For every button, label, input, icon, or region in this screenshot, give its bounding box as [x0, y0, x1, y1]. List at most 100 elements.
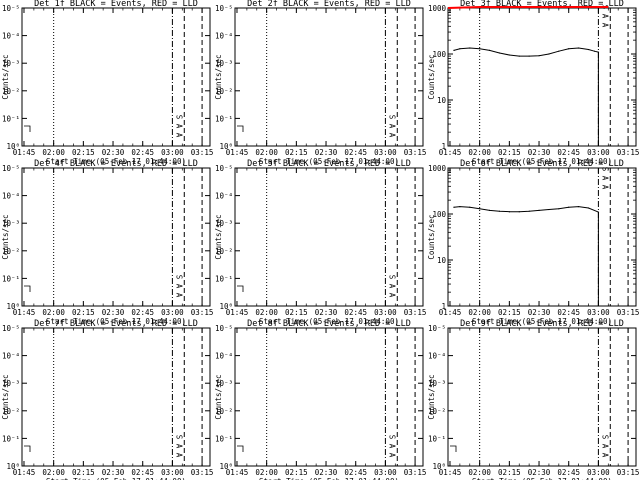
x-tick-label: 03:00: [374, 308, 397, 317]
x-tick-label: 03:15: [404, 148, 427, 157]
x-tick-label: 02:00: [42, 468, 65, 477]
y-tick-label: 10⁻⁵: [215, 164, 233, 173]
y-tick-label: 10: [437, 256, 447, 265]
plot-frame: [447, 7, 637, 147]
y-axis-label: Counts/sec: [427, 374, 436, 419]
x-tick-label: 02:15: [72, 308, 95, 317]
x-tick-label: 01:45: [439, 148, 462, 157]
series-point: [578, 205, 580, 208]
chart-panel-5: Det 5f BLACK = Events, RED = LLD 10⁰ 10⁻¹ 1…: [214, 159, 426, 326]
y-tick-label: 10⁰: [6, 462, 20, 471]
y-tick-label: 10⁻¹: [215, 274, 233, 283]
y-axis-label: Counts/sec: [214, 214, 223, 259]
baseline-mark: [237, 125, 244, 132]
x-tick-label: 03:00: [161, 468, 184, 477]
series-point: [479, 208, 481, 210]
chart-panel-7: Det 7f BLACK = Events, RED = LLD 10⁰ 10⁻¹ 1…: [1, 319, 213, 480]
chart-title: Det 4f BLACK = Events, RED = LLD: [34, 159, 198, 169]
plot-frame: [447, 327, 637, 467]
y-tick-label: 10⁻⁵: [215, 4, 233, 13]
series-line-lld: [447, 6, 609, 9]
x-axis-label: Start Time (05-Feb-17 01:44:00): [259, 317, 399, 326]
x-tick-label: 02:45: [131, 148, 154, 157]
saa-label: S A A: [600, 435, 609, 458]
series-point: [558, 50, 560, 52]
x-tick-label: 02:00: [468, 148, 491, 157]
series-point: [528, 55, 530, 57]
saa-label: S A A: [174, 275, 183, 298]
x-tick-label: 02:45: [344, 148, 367, 157]
y-tick-label: 10⁻⁴: [215, 32, 233, 41]
series-point: [488, 49, 491, 51]
y-tick-label: 10⁻²: [215, 407, 233, 416]
y-tick-label: 10⁰: [6, 302, 20, 311]
series-point: [597, 51, 600, 53]
x-tick-label: 02:30: [528, 308, 551, 317]
x-tick-label: 02:30: [528, 468, 551, 477]
x-tick-label: 02:00: [468, 308, 491, 317]
x-tick-label: 02:15: [285, 308, 308, 317]
series-point: [568, 48, 570, 50]
x-tick-label: 02:15: [285, 148, 308, 157]
saa-label: S A A: [387, 275, 396, 298]
x-tick-label: 02:15: [498, 148, 521, 157]
y-tick-label: 10: [437, 96, 447, 105]
baseline-mark: [450, 445, 457, 452]
y-tick-label: 10⁰: [432, 462, 446, 471]
y-tick-label: 1000: [428, 164, 447, 173]
y-tick-label: 10⁻³: [428, 379, 446, 388]
series-point: [548, 53, 550, 55]
y-axis-label: Counts/sec: [427, 214, 436, 259]
plot-frame: [234, 167, 424, 307]
series-point: [587, 48, 590, 51]
y-tick-label: 10⁻²: [215, 87, 233, 96]
y-axis-label: Counts/sec: [214, 374, 223, 419]
x-tick-label: 02:45: [557, 148, 580, 157]
x-tick-label: 03:00: [587, 148, 610, 157]
x-tick-label: 02:45: [344, 308, 367, 317]
saa-label: S A A: [600, 5, 609, 28]
y-tick-label: 10⁻³: [215, 379, 233, 388]
x-tick-label: 02:15: [72, 148, 95, 157]
y-tick-label: 10⁻³: [2, 379, 20, 388]
series-point: [469, 47, 471, 49]
x-tick-label: 02:00: [255, 308, 278, 317]
x-tick-label: 02:15: [285, 468, 308, 477]
x-tick-label: 03:15: [617, 308, 640, 317]
chart-title: Det 7f BLACK = Events, RED = LLD: [34, 319, 198, 329]
x-tick-label: 01:45: [439, 308, 462, 317]
series-point: [453, 49, 455, 51]
series-point: [518, 55, 520, 57]
y-tick-label: 10⁻⁴: [428, 352, 446, 361]
y-tick-label: 10⁻¹: [2, 114, 20, 123]
x-tick-label: 02:00: [468, 468, 491, 477]
y-tick-label: 10⁻⁴: [2, 352, 20, 361]
x-axis-label: Start Time (05-Feb-17 01:44:00): [259, 477, 399, 480]
series-point: [587, 207, 590, 209]
chart-panel-2: Det 2f BLACK = Events, RED = LLD 10⁰ 10⁻¹ 1…: [214, 0, 426, 166]
baseline-mark: [237, 285, 244, 292]
series-point: [488, 209, 491, 211]
y-tick-label: 10⁻¹: [428, 434, 446, 443]
chart-panel-3: Det 3f BLACK = Events, RED = LLD 1 10 100 10…: [427, 0, 639, 166]
y-tick-label: 10⁻²: [2, 247, 20, 256]
plot-frame: [21, 327, 211, 467]
y-tick-label: 10⁰: [219, 462, 233, 471]
x-tick-label: 03:00: [587, 308, 610, 317]
series-point: [568, 206, 570, 208]
series-point: [538, 209, 540, 211]
chart-title: Det 6f BLACK = Events, RED = LLD: [460, 159, 624, 169]
x-tick-label: 02:00: [255, 148, 278, 157]
x-tick-label: 02:30: [528, 148, 551, 157]
x-tick-label: 01:45: [13, 468, 36, 477]
chart-panel-8: Det 8f BLACK = Events, RED = LLD 10⁰ 10⁻¹ 1…: [214, 319, 426, 480]
saa-label: S A A: [600, 167, 609, 190]
series-point: [508, 54, 510, 56]
plot-frame: [21, 167, 211, 307]
series-point: [558, 208, 560, 210]
x-tick-label: 02:00: [255, 468, 278, 477]
x-axis-label: Start Time (05-Feb-17 01:44:00): [472, 317, 612, 326]
x-tick-label: 02:15: [498, 468, 521, 477]
y-tick-label: 10⁻²: [428, 407, 446, 416]
series-point: [597, 211, 600, 213]
